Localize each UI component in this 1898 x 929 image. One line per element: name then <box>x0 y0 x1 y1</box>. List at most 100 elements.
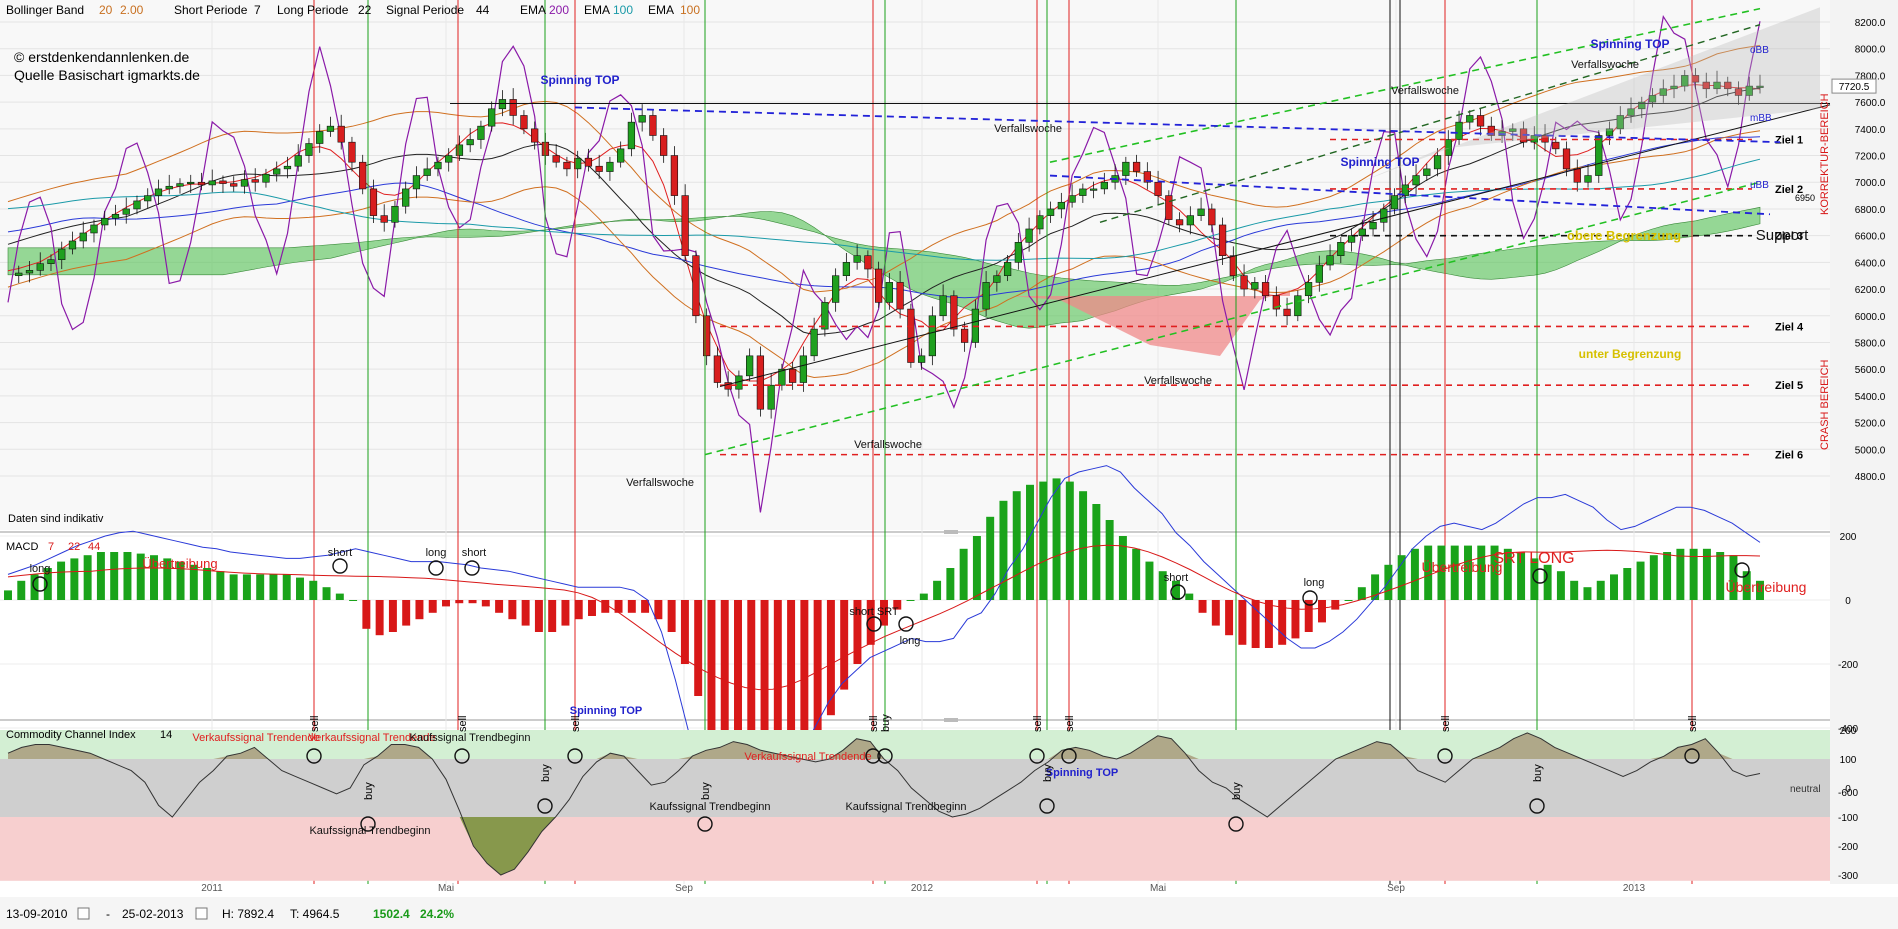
signal-marker-circle <box>1228 816 1244 832</box>
last-price-tag[interactable] <box>1831 78 1877 94</box>
legend-ema100b-label: EMA <box>648 3 674 17</box>
signal-marker-circle <box>567 748 583 764</box>
macd-histogram-bar <box>972 536 981 600</box>
chart-annotation: Spinning TOP <box>540 73 619 87</box>
candle-body <box>176 183 184 187</box>
green-channel-line <box>1099 24 1761 223</box>
cci-tick-label: -100 <box>1838 813 1858 824</box>
macd-histogram-bar <box>402 600 411 626</box>
candle-body <box>1562 148 1571 170</box>
chart-annotation: Spinning TOP <box>1590 37 1669 51</box>
cci-zone-label: neutral <box>1790 784 1821 795</box>
price-tick-label: 7400.0 <box>1855 125 1886 136</box>
macd-histogram-bar <box>1052 478 1061 600</box>
candle-body <box>1476 115 1485 127</box>
candle-body <box>821 302 829 330</box>
candle-body <box>993 275 1001 283</box>
candle-body <box>1079 188 1087 196</box>
macd-histogram-bar <box>1623 568 1632 600</box>
high-value: H: 7892.4 <box>222 907 274 921</box>
macd-histogram-bar <box>1610 574 1618 600</box>
date-from[interactable]: 13-09-2010 <box>6 907 68 921</box>
calendar-icon[interactable] <box>195 907 208 920</box>
macd-histogram-bar <box>335 593 344 600</box>
signal-marker-circle <box>865 748 881 764</box>
macd-histogram-bar <box>1503 548 1512 600</box>
macd-histogram-bar <box>627 600 636 613</box>
candle-body <box>240 179 249 187</box>
band-label: oBB <box>1750 45 1769 56</box>
candle-body <box>68 240 77 250</box>
cci-signal-label: buy <box>700 782 712 800</box>
price-tick-label: 6200.0 <box>1855 285 1886 296</box>
macd-histogram-bar <box>1158 571 1167 600</box>
candle-body <box>1734 88 1743 96</box>
ema-line <box>7 136 1761 299</box>
macd-annotation: long <box>30 563 51 575</box>
green-channel-line <box>704 181 1761 456</box>
candle-body <box>1315 264 1323 283</box>
macd-histogram-bar <box>203 568 212 600</box>
macd-histogram-bar <box>574 600 583 620</box>
candle-body <box>165 185 173 190</box>
candle-body <box>1487 125 1495 136</box>
macd-histogram-bar <box>256 574 265 600</box>
calendar-icon[interactable] <box>77 907 90 920</box>
candle-body <box>789 368 797 383</box>
macd-histogram-bar <box>1397 555 1406 600</box>
candle-body <box>1390 195 1399 210</box>
legend-ema200-value: 200 <box>549 3 569 17</box>
chart-annotation: Verfallswoche <box>994 123 1062 135</box>
time-tick-label: 2011 <box>201 883 223 894</box>
candle-body <box>1605 128 1614 136</box>
macd-histogram-bar <box>1410 548 1419 600</box>
date-separator: - <box>106 907 110 921</box>
macd-histogram-bar <box>322 587 331 600</box>
candle-body <box>692 255 700 317</box>
copyright-text: © erstdenkendannlenken.de <box>14 49 190 65</box>
candle-body <box>1648 95 1657 103</box>
macd-histogram-bar <box>853 600 862 664</box>
macd-histogram-bar <box>1357 587 1366 600</box>
macd-histogram-bar <box>1702 548 1711 600</box>
price-tick-label: 8000.0 <box>1855 45 1886 56</box>
macd-histogram-bar <box>123 552 132 600</box>
side-label: KORREKTUR-BEREICH <box>1819 93 1831 215</box>
chart-annotation: Verfallswoche <box>1391 85 1459 97</box>
macd-histogram-bar <box>1264 600 1273 648</box>
macd-histogram-bar <box>1570 580 1579 600</box>
macd-histogram-bar <box>1304 600 1313 632</box>
candle-body <box>133 200 141 210</box>
macd-histogram-bar <box>43 568 52 600</box>
candle-body <box>283 165 292 170</box>
axis-labels: 8200.0 8000.0 7800.0 7600.0 7400.0 7200.0 7000… <box>201 18 1885 894</box>
macd-histogram-bar <box>654 600 663 620</box>
candle-body <box>1702 81 1710 90</box>
macd-histogram-bar <box>588 600 596 616</box>
candle-body <box>907 308 915 363</box>
candle-body <box>1337 242 1345 256</box>
target-value-label: 6950 <box>1795 193 1815 203</box>
candle-body <box>917 355 926 363</box>
date-to[interactable]: 25-02-2013 <box>122 907 184 921</box>
legend-ema100a-label: EMA <box>584 3 610 17</box>
candle-body <box>1025 228 1033 243</box>
splitter-handle[interactable] <box>944 718 958 722</box>
change-value: 1502.4 <box>373 907 410 921</box>
macd-histogram-bar <box>1145 561 1154 600</box>
price-tick-label: 5200.0 <box>1855 419 1886 430</box>
candle-body <box>950 295 958 330</box>
splitter-handle[interactable] <box>944 530 958 534</box>
macd-histogram-bar <box>468 600 477 604</box>
target-label: Ziel 4 <box>1775 321 1804 333</box>
candle-body <box>563 161 571 170</box>
correction-channel <box>1360 7 1820 183</box>
low-value: T: 4964.5 <box>290 907 340 921</box>
macd-histogram-bar <box>508 600 517 620</box>
disclaimer-text: Daten sind indikativ <box>8 513 104 525</box>
macd-histogram-bar <box>1225 600 1234 636</box>
candle-body <box>1412 175 1420 186</box>
candle-body <box>1261 282 1270 297</box>
candle-body <box>1272 295 1280 310</box>
candle-body <box>326 125 335 132</box>
